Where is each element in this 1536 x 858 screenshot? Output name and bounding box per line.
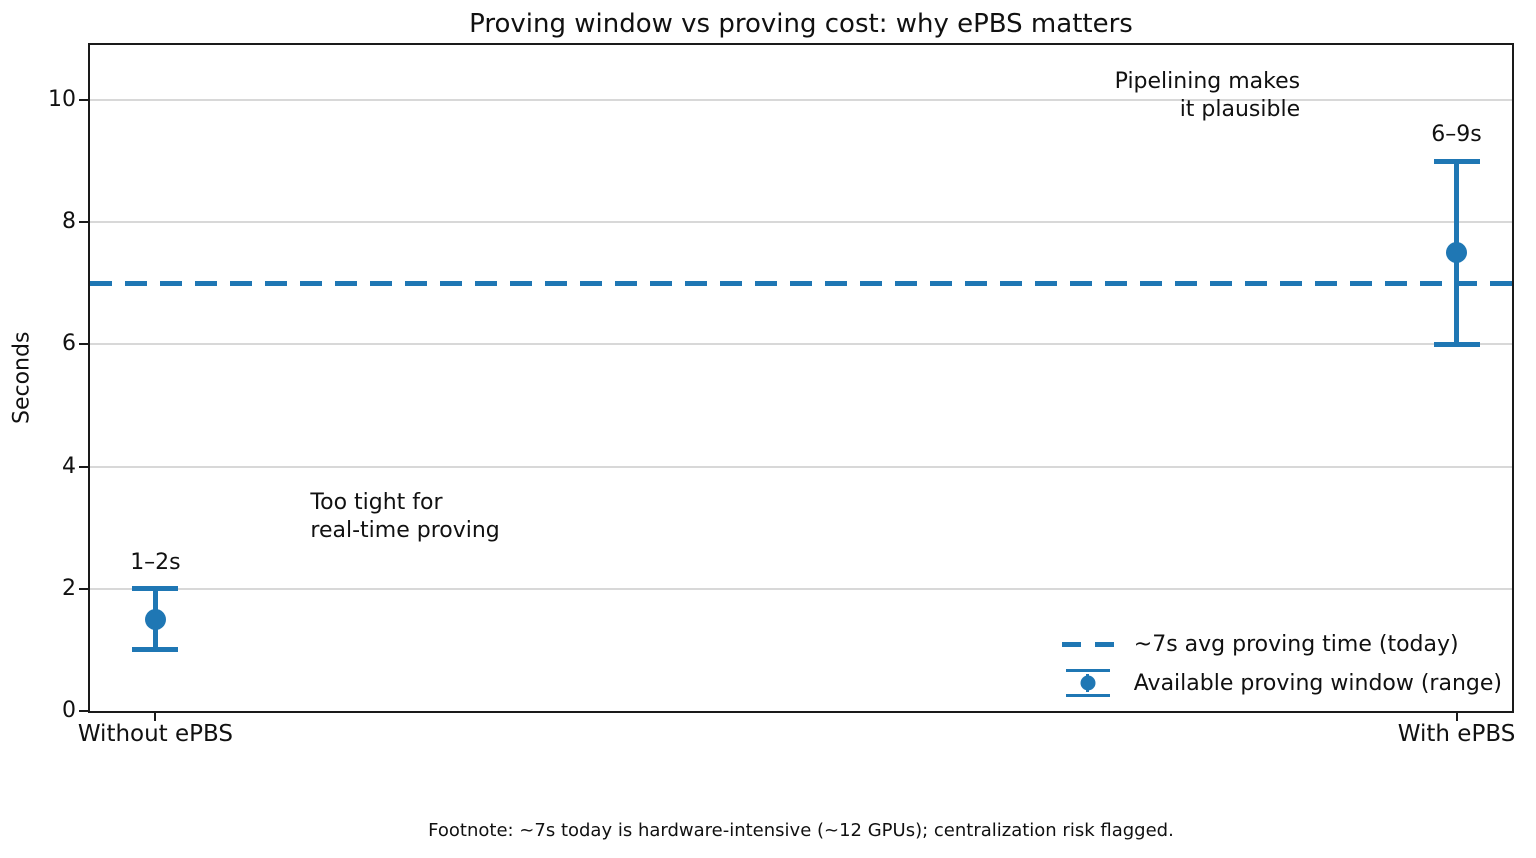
y-tick-label: 4 (62, 453, 76, 479)
y-tick-label: 2 (62, 575, 76, 601)
errorbar-icon (1062, 667, 1114, 699)
error-bar-cap-top (132, 586, 179, 592)
annotation-pipelining: Pipelining makes it plausible (900, 68, 1300, 124)
data-point (144, 608, 166, 630)
plot-area: ~7s avg proving time (today) Available p… (88, 43, 1514, 713)
dashed-line-sample (1061, 642, 1114, 647)
annotation-line: real-time proving (310, 518, 500, 544)
gridline (90, 587, 1512, 590)
error-bar-cap-top (1433, 158, 1480, 164)
y-tick-label: 0 (62, 698, 76, 723)
y-axis-label: Seconds (9, 331, 35, 425)
range-label: 1–2s (130, 549, 181, 575)
x-tick-mark (154, 712, 157, 721)
y-tick-mark (79, 465, 88, 468)
x-tick-label: Without ePBS (77, 721, 234, 747)
y-tick-label: 6 (62, 331, 76, 357)
legend-label: Available proving window (range) (1133, 670, 1502, 696)
dashed-line-icon (1061, 628, 1114, 660)
gridline (90, 221, 1512, 224)
x-tick-label: With ePBS (1397, 721, 1516, 747)
y-tick-mark (79, 587, 88, 590)
gridline (90, 98, 1512, 101)
gridline (90, 343, 1512, 346)
legend-item-avg-proving-time: ~7s avg proving time (today) (1061, 628, 1502, 660)
y-tick-label: 10 (48, 86, 76, 112)
annotation-line: it plausible (1179, 96, 1301, 122)
chart-title: Proving window vs proving cost: why ePBS… (469, 9, 1133, 39)
annotation-line: Too tight for (310, 490, 443, 516)
errorbar-dot (1080, 675, 1096, 691)
y-tick-mark (79, 221, 88, 224)
annotation-too-tight: Too tight for real-time proving (310, 489, 499, 545)
legend: ~7s avg proving time (today) Available p… (1061, 628, 1502, 699)
legend-item-proving-window: Available proving window (range) (1062, 667, 1502, 699)
error-bar-cap-bottom (132, 647, 179, 653)
range-label: 6–9s (1431, 122, 1482, 148)
error-bar-cap-bottom (1433, 341, 1480, 347)
y-tick-mark (79, 710, 88, 712)
legend-label: ~7s avg proving time (today) (1133, 631, 1459, 657)
x-tick-mark (1455, 712, 1458, 721)
gridline (90, 465, 1512, 468)
y-tick-mark (79, 98, 88, 101)
errorbar-cap-bottom (1065, 694, 1110, 697)
annotation-line: Pipelining makes (1114, 68, 1301, 94)
y-tick-mark (79, 343, 88, 346)
y-tick-label: 8 (62, 209, 76, 235)
data-point (1446, 242, 1468, 264)
errorbar-cap-top (1065, 669, 1110, 672)
footnote: Footnote: ~7s today is hardware-intensiv… (428, 820, 1174, 841)
reference-line-avg-proving-time (90, 281, 1512, 287)
